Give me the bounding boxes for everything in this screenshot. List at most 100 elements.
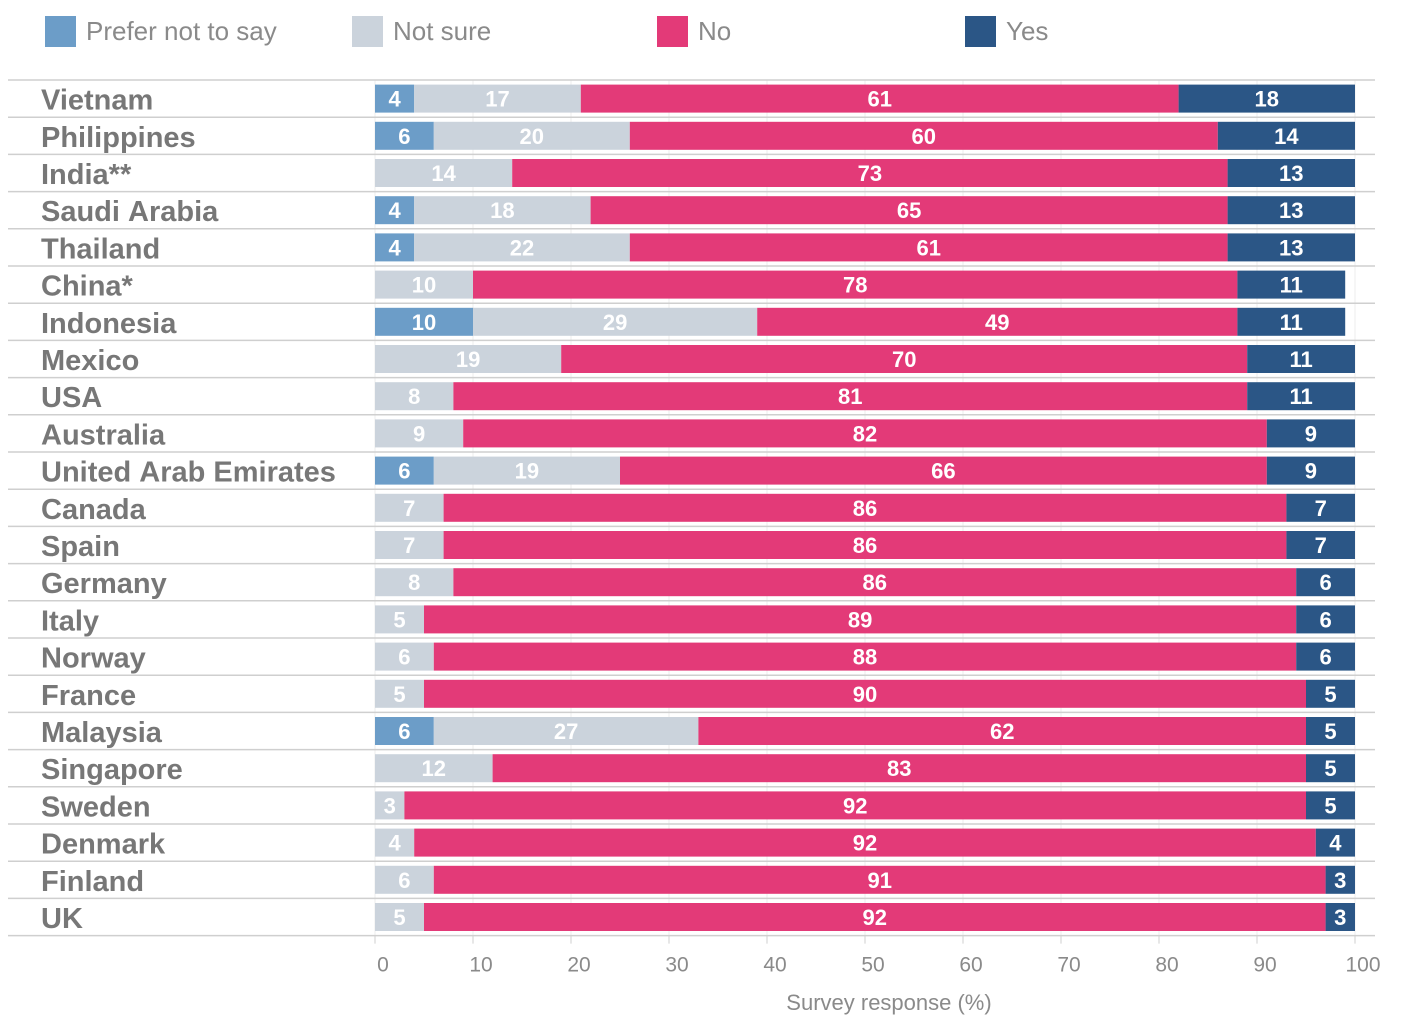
bar-row-philippines: 6 20 60 14 — [375, 121, 1355, 150]
bar-row-sweden: 3 92 5 — [375, 791, 1355, 820]
bar-segment-not-sure — [375, 903, 424, 931]
bar-segment-yes — [1217, 121, 1355, 150]
x-tick-label: 20 — [567, 954, 590, 977]
bar-segment-yes — [1325, 903, 1355, 931]
bar-row-singapore: 12 83 5 — [375, 754, 1355, 783]
bar-segment-not-sure — [375, 828, 415, 857]
legend-label: Prefer not to say — [86, 16, 277, 46]
data-label: 6 — [1319, 645, 1331, 670]
bar-row-denmark: 4 92 4 — [375, 828, 1355, 857]
bar-segment-no — [433, 642, 1297, 671]
bar-segment-not-sure — [375, 568, 454, 597]
legend-swatch — [352, 16, 383, 47]
legend-item-yes: Yes — [965, 16, 1048, 47]
data-label: 83 — [887, 756, 911, 781]
bar-segment-no — [580, 84, 1179, 113]
data-label: 11 — [1289, 347, 1312, 372]
x-tick-label: 80 — [1155, 954, 1178, 977]
bar-segment-not-sure — [375, 493, 444, 522]
data-label: 4 — [388, 198, 401, 223]
bar-segment-not-sure — [375, 791, 405, 820]
data-label: 20 — [520, 124, 544, 149]
bar-segment-yes — [1286, 531, 1355, 559]
bar-segment-no — [443, 493, 1287, 522]
bar-segment-no — [629, 233, 1228, 262]
bar-segment-not-sure — [433, 717, 699, 745]
category-label: Sweden — [41, 791, 151, 823]
data-label: 14 — [431, 161, 456, 186]
data-label: 5 — [393, 905, 405, 930]
category-label: Germany — [41, 568, 167, 600]
data-label: 5 — [1324, 719, 1336, 744]
data-label: 13 — [1279, 161, 1303, 186]
x-tick-label: 70 — [1057, 954, 1080, 977]
data-label: 18 — [1255, 87, 1279, 112]
x-tick-label: 90 — [1253, 954, 1276, 977]
data-label: 89 — [848, 607, 872, 632]
data-label: 6 — [1319, 607, 1331, 632]
bar-segment-yes — [1296, 605, 1355, 634]
bar-row-indonesia: 10 29 49 11 — [375, 307, 1346, 336]
country-labels: Vietnam Philippines India** Saudi Arabia Tha… — [41, 85, 336, 935]
bar-row-canada: 7 86 7 — [375, 493, 1355, 522]
x-tick-label: 0 — [377, 954, 389, 977]
data-label: 61 — [867, 87, 891, 112]
data-label: 60 — [912, 124, 936, 149]
data-label: 86 — [853, 533, 877, 558]
legend-item-prefer-not-to-say: Prefer not to say — [45, 16, 277, 47]
data-label: 11 — [1280, 273, 1303, 298]
x-tick-label: 50 — [861, 954, 884, 977]
data-label: 6 — [1319, 570, 1331, 595]
bar-segment-not-sure — [414, 84, 581, 113]
data-label: 4 — [388, 235, 401, 260]
data-label: 65 — [897, 198, 921, 223]
data-label: 70 — [892, 347, 916, 372]
bar-segment-yes — [1247, 345, 1355, 373]
bar-segment-not-sure — [375, 679, 424, 708]
data-label: 62 — [990, 719, 1014, 744]
data-label: 7 — [403, 533, 415, 558]
bar-row-france: 5 90 5 — [375, 679, 1355, 708]
x-tick-label: 40 — [763, 954, 786, 977]
data-label: 22 — [510, 235, 534, 260]
data-label: 5 — [1324, 793, 1336, 818]
bar-segment-prefer-not-to-say — [375, 196, 415, 225]
bar-segment-no — [473, 270, 1238, 299]
data-label: 86 — [853, 496, 877, 521]
bar-segment-yes — [1306, 717, 1355, 745]
data-label: 10 — [412, 273, 436, 298]
bar-row-usa: 8 81 11 — [375, 382, 1355, 411]
data-label: 92 — [863, 905, 887, 930]
bar-segment-not-sure — [433, 456, 620, 485]
bar-segment-not-sure — [375, 159, 513, 187]
data-label: 3 — [1334, 905, 1346, 930]
category-label: Finland — [41, 866, 144, 898]
data-label: 19 — [515, 459, 539, 484]
data-label: 5 — [1324, 756, 1336, 781]
category-label: Norway — [41, 643, 146, 675]
legend-label: Yes — [1006, 16, 1048, 46]
data-label: 66 — [931, 459, 955, 484]
data-label: 5 — [1324, 682, 1336, 707]
bar-segment-not-sure — [375, 754, 493, 783]
x-axis-label: Survey response (%) — [786, 990, 991, 1015]
data-label: 73 — [858, 161, 882, 186]
bar-segment-no — [698, 717, 1306, 745]
bar-row-norway: 6 88 6 — [375, 642, 1355, 671]
bar-segment-yes — [1227, 196, 1355, 225]
category-label: Australia — [41, 419, 166, 451]
category-label: Philippines — [41, 122, 196, 154]
bar-row-malaysia: 6 27 62 5 — [375, 717, 1355, 745]
bar-segment-yes — [1325, 865, 1355, 894]
data-label: 7 — [1315, 533, 1327, 558]
data-label: 86 — [863, 570, 887, 595]
bar-segment-yes — [1266, 456, 1355, 485]
x-tick-label: 10 — [469, 954, 492, 977]
category-label: Spain — [41, 531, 120, 563]
data-label: 4 — [1329, 831, 1342, 856]
data-label: 81 — [838, 384, 862, 409]
legend-swatch — [45, 16, 76, 47]
bar-segment-not-sure — [375, 642, 434, 671]
data-label: 8 — [408, 384, 420, 409]
data-label: 17 — [485, 87, 509, 112]
